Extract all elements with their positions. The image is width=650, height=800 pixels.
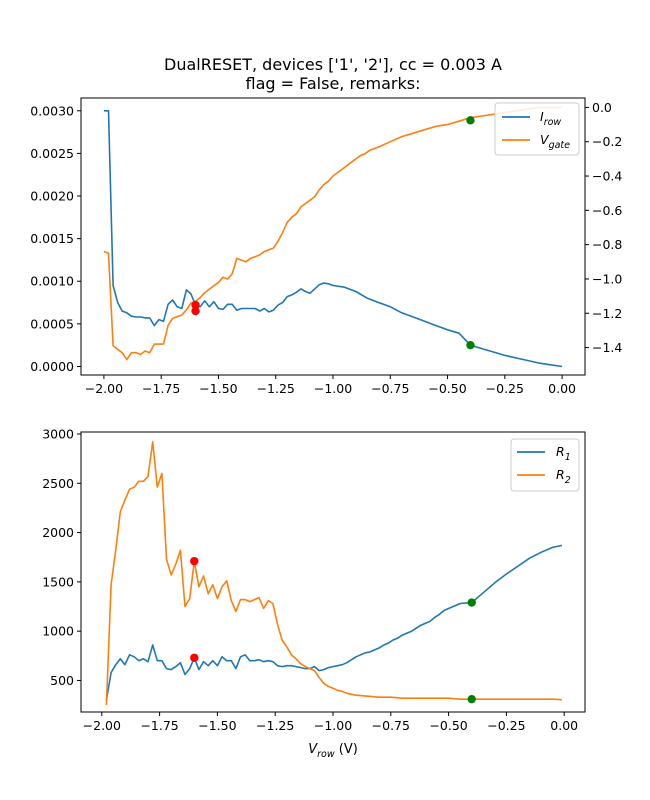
bottom-x-axis-label: Vrow (V) xyxy=(308,742,358,760)
top-legend-label-row-main: I xyxy=(540,109,544,124)
top-legend-label-gate-sub: gate xyxy=(549,140,571,151)
x-axis-label-unit: (V) xyxy=(335,742,358,757)
bottom-legend-label-1: R1 xyxy=(556,444,571,463)
top-legend-label-row-sub: row xyxy=(544,117,562,128)
bottom-y-tick-label: 2500 xyxy=(42,476,74,491)
top-legend: Irow Vgate xyxy=(494,102,580,156)
bottom-plot-frame xyxy=(80,431,586,713)
bottom-legend-label-2-sub: 2 xyxy=(565,475,571,486)
top-marker-point xyxy=(191,300,200,310)
top-panel: −2.00 −1.75 −1.50 −1.25 −1.00 −0.75 −0.50 −0.25… xyxy=(30,97,622,396)
top-series-v-gate-line xyxy=(103,106,563,361)
top-marker-point xyxy=(466,340,475,350)
title-line-2: flag = False, remarks: xyxy=(246,74,421,93)
top-y-left-tick-label: 0.0025 xyxy=(30,146,74,161)
bottom-marker-point xyxy=(467,598,476,607)
top-y-left-tick-label: 0.0020 xyxy=(30,189,74,204)
top-x-tick-label: −1.00 xyxy=(314,381,352,396)
top-series-i-row-line xyxy=(103,110,563,368)
top-y-right-tick-label: −0.2 xyxy=(592,134,622,149)
bottom-legend-label-2: R2 xyxy=(556,467,571,486)
top-y-right-tick-label: −0.8 xyxy=(592,237,622,252)
x-axis-label-sub: row xyxy=(317,749,335,760)
bottom-y-tick-label: 1000 xyxy=(42,624,74,639)
top-legend-label-row: Irow xyxy=(540,109,561,128)
top-y-right-tick-label: −0.6 xyxy=(592,203,622,218)
bottom-series-r-2-line xyxy=(105,441,562,706)
bottom-x-tick-label: −1.00 xyxy=(314,718,352,733)
bottom-x-tick-label: −2.00 xyxy=(83,718,121,733)
top-y-right-tick-label: −0.4 xyxy=(592,169,622,184)
bottom-x-tick-label: −1.75 xyxy=(140,718,178,733)
top-legend-label-gate-main: V xyxy=(540,132,550,147)
top-y-right-tick-label: −1.4 xyxy=(592,340,622,355)
top-y-left-tick-label: 0.0030 xyxy=(30,103,74,118)
bottom-legend-label-1-sub: 1 xyxy=(565,452,571,463)
bottom-marker-point xyxy=(190,653,199,662)
bottom-x-tick-label: −1.25 xyxy=(256,718,294,733)
top-y-right-tick-label: −1.0 xyxy=(592,271,622,286)
top-x-tick-label: −1.50 xyxy=(199,381,237,396)
bottom-x-tick-label: −1.50 xyxy=(198,718,236,733)
top-x-tick-label: 0.00 xyxy=(548,381,576,396)
bottom-panel: −2.00 −1.75 −1.50 −1.25 −1.00 −0.75 −0.50 −0.25… xyxy=(42,426,586,760)
top-x-tick-label: −1.25 xyxy=(257,381,295,396)
bottom-y-tick-label: 500 xyxy=(50,673,74,688)
top-legend-label-gate: Vgate xyxy=(540,132,570,151)
bottom-legend-label-2-main: R xyxy=(556,467,565,482)
bottom-x-tick-label: −0.50 xyxy=(429,718,467,733)
top-marker-point xyxy=(466,116,475,125)
top-plot-frame xyxy=(80,97,586,376)
bottom-marker-point xyxy=(190,556,199,566)
x-axis-label-main: V xyxy=(308,742,318,757)
bottom-y-tick-label: 2000 xyxy=(42,525,74,540)
title-line-1: DualRESET, devices ['1', '2'], cc = 0.00… xyxy=(164,55,502,74)
bottom-x-tick-label: −0.75 xyxy=(372,718,410,733)
top-x-tick-label: −2.00 xyxy=(85,381,123,396)
top-y-left-tick-label: 0.0000 xyxy=(30,359,74,374)
top-legend-box xyxy=(494,102,580,156)
top-y-right-tick-label: −1.2 xyxy=(592,306,622,321)
top-y-left-tick-label: 0.0010 xyxy=(30,274,74,289)
bottom-y-tick-label: 3000 xyxy=(42,426,74,441)
bottom-series-r-1-line xyxy=(105,544,563,701)
top-marker-point xyxy=(191,306,200,316)
top-x-tick-label: −0.50 xyxy=(428,381,466,396)
bottom-y-tick-label: 1500 xyxy=(42,574,74,589)
bottom-x-tick-label: 0.00 xyxy=(550,718,578,733)
top-x-tick-label: −0.25 xyxy=(486,381,524,396)
top-x-tick-label: −0.75 xyxy=(371,381,409,396)
bottom-legend-label-1-main: R xyxy=(556,444,565,459)
top-y-left-tick-label: 0.0005 xyxy=(30,316,74,331)
top-y-left-tick-label: 0.0015 xyxy=(30,231,74,246)
bottom-x-tick-label: −0.25 xyxy=(487,718,525,733)
bottom-marker-point xyxy=(467,694,476,704)
top-y-right-tick-label: 0.0 xyxy=(592,100,612,115)
top-x-tick-label: −1.75 xyxy=(142,381,180,396)
